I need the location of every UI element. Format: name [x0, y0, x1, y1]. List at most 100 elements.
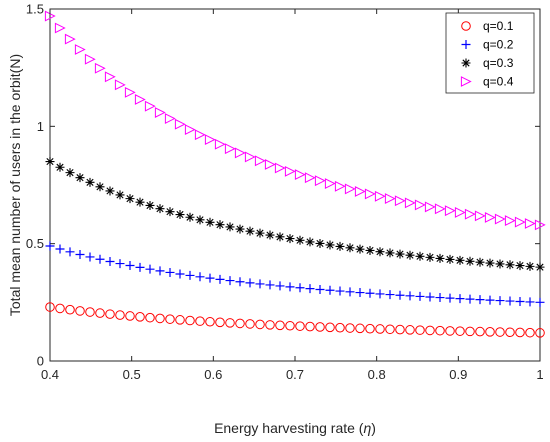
- data-point: [445, 326, 455, 336]
- data-point: [265, 280, 275, 290]
- data-point: [65, 304, 75, 315]
- data-point: [395, 249, 405, 259]
- data-point: [235, 277, 245, 287]
- data-point: [385, 324, 395, 335]
- data-point: [164, 113, 176, 124]
- data-point: [255, 279, 265, 289]
- data-point: [174, 118, 186, 130]
- data-point: [205, 273, 215, 283]
- data-point: [74, 44, 86, 55]
- data-point: [85, 252, 95, 262]
- data-point: [195, 215, 205, 225]
- legend-marker: [461, 21, 471, 31]
- data-point: [435, 325, 445, 336]
- data-point: [45, 241, 55, 251]
- legend-label: q=0.2: [483, 38, 514, 52]
- data-point: [325, 322, 335, 333]
- y-tick-label: 1.5: [26, 2, 44, 17]
- data-point: [485, 295, 495, 305]
- data-point: [414, 199, 426, 211]
- data-point: [225, 276, 235, 286]
- x-tick-label: 0.5: [123, 367, 141, 382]
- data-point: [85, 307, 95, 317]
- data-point: [305, 321, 315, 332]
- data-point: [365, 245, 375, 255]
- data-point: [214, 138, 226, 150]
- data-point: [124, 86, 136, 98]
- data-point: [385, 290, 395, 300]
- data-point: [335, 241, 345, 251]
- data-point: [254, 155, 266, 167]
- data-point: [295, 283, 305, 293]
- series-q=0.4: [44, 10, 546, 231]
- data-point: [495, 327, 505, 337]
- data-point: [295, 321, 305, 331]
- data-point: [365, 323, 375, 334]
- data-point: [95, 308, 105, 318]
- y-tick-label: 1: [37, 119, 44, 134]
- data-point: [145, 264, 155, 274]
- data-point: [65, 247, 75, 257]
- data-point: [445, 293, 455, 303]
- data-point: [274, 162, 286, 174]
- data-point: [285, 282, 295, 292]
- data-point: [225, 222, 235, 232]
- data-point: [524, 218, 536, 229]
- data-point: [315, 284, 325, 294]
- data-point: [275, 281, 285, 291]
- data-point: [445, 254, 455, 264]
- data-point: [525, 297, 535, 307]
- data-point: [95, 254, 105, 264]
- data-point: [385, 248, 395, 258]
- data-point: [115, 310, 125, 320]
- data-point: [115, 190, 125, 200]
- data-point: [115, 259, 125, 269]
- data-point: [255, 319, 265, 330]
- legend-entry: q=0.4: [460, 75, 514, 89]
- data-point: [335, 286, 345, 296]
- data-point: [475, 326, 485, 337]
- data-point: [465, 256, 475, 266]
- data-point: [125, 194, 135, 204]
- data-point: [284, 165, 296, 177]
- data-point: [255, 228, 265, 238]
- data-point: [375, 289, 385, 299]
- data-point: [224, 143, 236, 155]
- data-point: [234, 147, 246, 159]
- data-point: [344, 183, 356, 195]
- data-point: [404, 197, 416, 209]
- data-point: [154, 107, 166, 118]
- data-point: [475, 257, 485, 267]
- x-tick-label: 0.8: [368, 367, 386, 382]
- data-point: [515, 296, 525, 306]
- data-point: [345, 243, 355, 253]
- legend-entry: q=0.1: [461, 19, 514, 33]
- data-point: [235, 318, 245, 329]
- data-point: [295, 235, 305, 245]
- data-point: [374, 190, 386, 202]
- data-point: [294, 169, 306, 181]
- data-point: [325, 240, 335, 250]
- x-tick-label: 0.4: [41, 367, 59, 382]
- data-point: [275, 320, 285, 331]
- data-point: [75, 173, 85, 183]
- data-point: [305, 237, 315, 247]
- data-point: [355, 244, 365, 254]
- legend-label: q=0.4: [483, 75, 514, 89]
- legend-label: q=0.3: [483, 56, 514, 70]
- data-point: [144, 100, 156, 112]
- data-point: [94, 62, 106, 74]
- data-point: [325, 285, 335, 295]
- data-point: [84, 53, 96, 65]
- data-point: [465, 294, 475, 304]
- data-marks: [44, 10, 546, 338]
- data-point: [335, 322, 345, 333]
- legend-label: q=0.1: [483, 19, 514, 33]
- series-q=0.3: [45, 157, 545, 272]
- data-point: [494, 213, 506, 225]
- data-point: [424, 201, 436, 213]
- data-point: [405, 325, 415, 335]
- data-point: [215, 274, 225, 284]
- data-point: [104, 71, 116, 83]
- data-point: [485, 327, 495, 337]
